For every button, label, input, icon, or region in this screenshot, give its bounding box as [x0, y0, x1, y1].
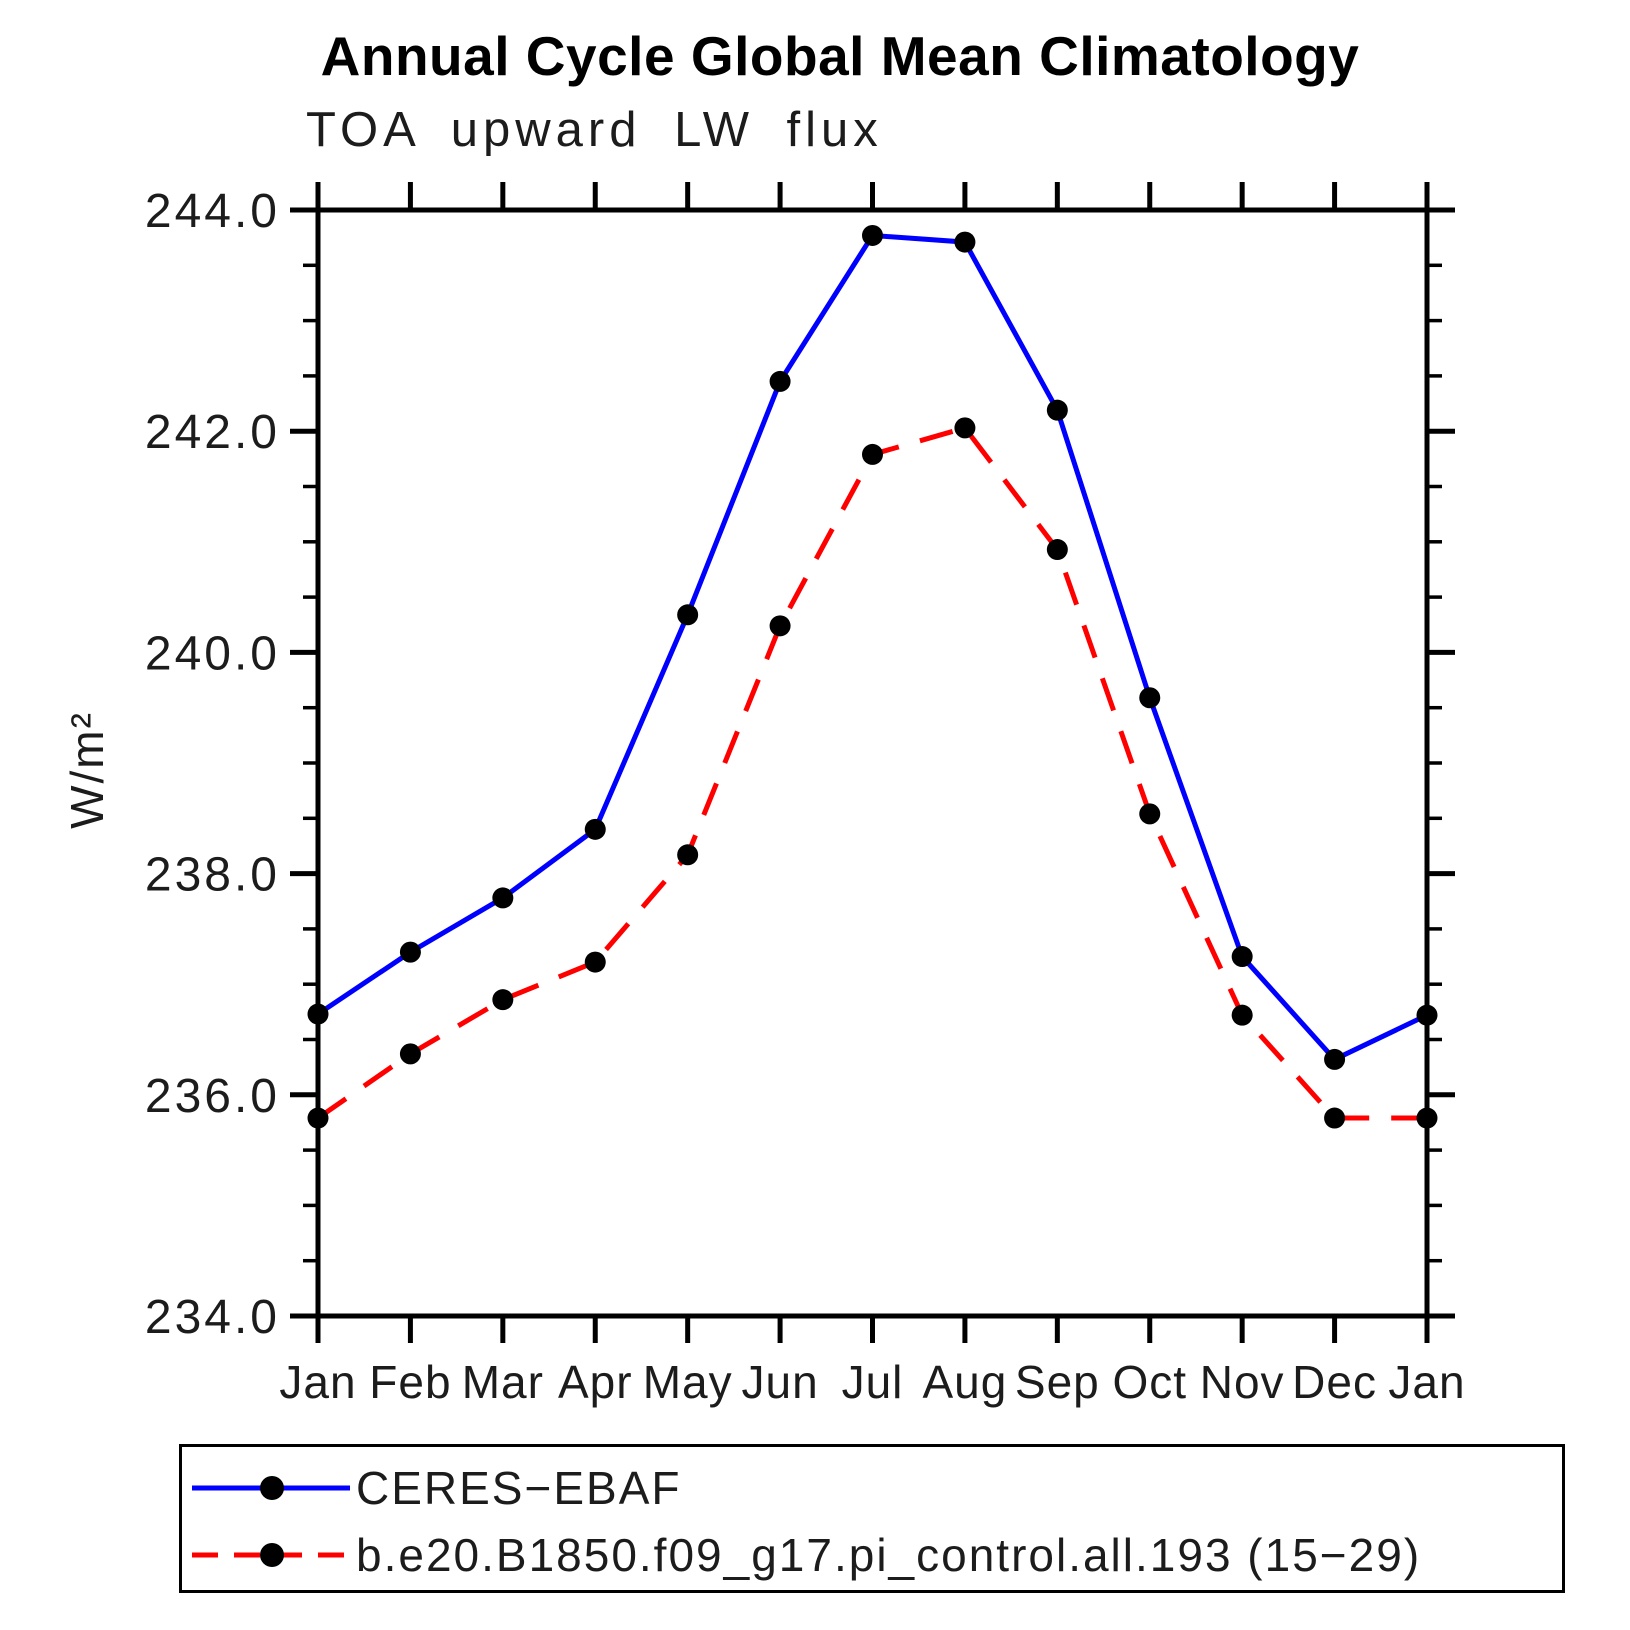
data-point-1-0-Jan — [307, 1107, 329, 1129]
x-tick-label: Jan — [279, 1356, 356, 1408]
data-point-1-2-Mar — [492, 989, 514, 1011]
series-line-0 — [316, 232, 1429, 1063]
y-tick-label: 234.0 — [145, 1291, 280, 1344]
x-tick-label: Nov — [1200, 1356, 1285, 1408]
data-point-1-11-Dec — [1324, 1107, 1346, 1129]
x-tick-label: Sep — [1015, 1356, 1100, 1408]
data-point-1-4-May — [677, 844, 699, 866]
x-tick-label: Feb — [369, 1356, 451, 1408]
y-tick-label: 238.0 — [145, 849, 280, 902]
data-point-0-4-May — [677, 604, 699, 626]
y-tick-label: 240.0 — [145, 627, 280, 680]
chart-subtitle: TOA upward LW flux — [306, 103, 883, 157]
x-tick-label: May — [643, 1356, 733, 1408]
data-point-1-5-Jun — [769, 615, 791, 637]
x-tick-label: Apr — [558, 1356, 633, 1408]
data-point-0-11-Dec — [1324, 1048, 1346, 1070]
data-point-0-8-Sep — [1046, 399, 1068, 421]
legend-swatch-solid — [192, 1476, 350, 1500]
data-point-0-1-Feb — [399, 941, 421, 963]
data-point-1-12-Jan — [1416, 1107, 1438, 1129]
data-point-1-3-Apr — [584, 951, 606, 973]
x-tick-label: Jul — [842, 1356, 904, 1408]
data-point-0-6-Jul — [862, 224, 883, 246]
x-tick-label: Jan — [1388, 1356, 1465, 1408]
legend-item-ceres: CERES−EBAF — [188, 1462, 682, 1514]
data-point-1-8-Sep — [1046, 539, 1068, 561]
x-tick-label: Mar — [462, 1356, 544, 1408]
series-line-1 — [316, 425, 1427, 1121]
y-tick-label: 242.0 — [145, 406, 280, 459]
x-tick-label: Aug — [922, 1356, 1007, 1408]
data-point-0-10-Nov — [1231, 946, 1253, 968]
y-tick-label: 236.0 — [145, 1070, 280, 1123]
data-point-0-5-Jun — [769, 370, 791, 392]
data-point-0-2-Mar — [492, 887, 514, 909]
data-point-0-0-Jan — [307, 1003, 329, 1025]
data-point-1-1-Feb — [399, 1043, 421, 1065]
legend-swatch-dashed — [192, 1543, 350, 1567]
legend-box: CERES−EBAF b.e20.B1850.f09_g17.pi_contro… — [179, 1444, 1565, 1593]
data-point-0-7-Aug — [954, 231, 976, 253]
chart-title: Annual Cycle Global Mean Climatology — [320, 25, 1360, 87]
data-point-0-9-Oct — [1139, 687, 1161, 709]
x-tick-label: Oct — [1112, 1356, 1187, 1408]
data-point-1-9-Oct — [1139, 803, 1161, 825]
y-tick-label: 244.0 — [145, 185, 280, 238]
data-point-1-10-Nov — [1231, 1004, 1253, 1026]
data-point-0-12-Jan — [1416, 1004, 1438, 1026]
legend-label-model: b.e20.B1850.f09_g17.pi_control.all.193 (… — [356, 1529, 1422, 1581]
data-point-1-6-Jul — [862, 443, 883, 465]
legend-item-model: b.e20.B1850.f09_g17.pi_control.all.193 (… — [188, 1529, 1421, 1581]
legend-marker-dot — [260, 1476, 284, 1500]
plot-frame — [315, 207, 1430, 1319]
x-tick-label: Jun — [741, 1356, 818, 1408]
legend-label-ceres: CERES−EBAF — [356, 1462, 682, 1514]
legend-marker-dot — [260, 1543, 284, 1567]
x-tick-label: Dec — [1292, 1356, 1377, 1408]
data-point-0-3-Apr — [584, 818, 606, 840]
data-point-1-7-Aug — [954, 417, 976, 439]
